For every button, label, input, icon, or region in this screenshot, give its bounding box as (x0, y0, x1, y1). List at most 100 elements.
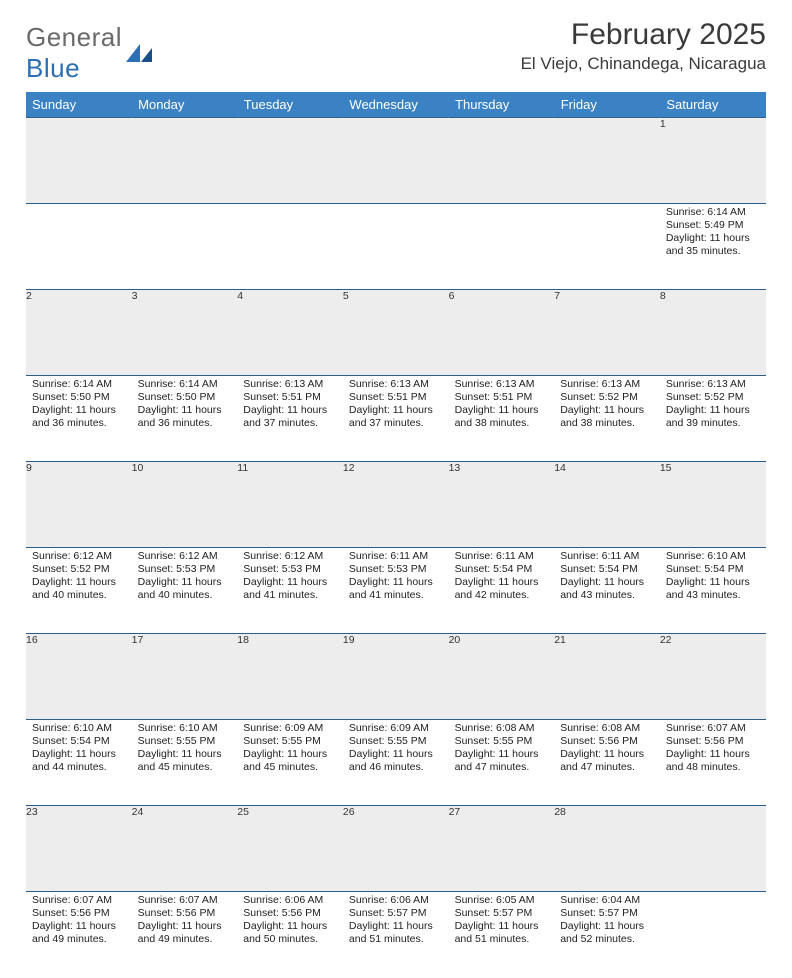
weekday-header: Friday (554, 92, 660, 118)
daylight-text: Daylight: 11 hours and 49 minutes. (32, 920, 126, 946)
day-cell: Sunrise: 6:07 AMSunset: 5:56 PMDaylight:… (26, 892, 132, 978)
sunset-text: Sunset: 5:56 PM (243, 907, 337, 920)
day-cell: Sunrise: 6:11 AMSunset: 5:53 PMDaylight:… (343, 548, 449, 634)
sunrise-text: Sunrise: 6:09 AM (349, 722, 443, 735)
week-row: Sunrise: 6:14 AMSunset: 5:49 PMDaylight:… (26, 204, 766, 290)
day-number-cell (449, 118, 555, 204)
day-number-cell: 8 (660, 290, 766, 376)
day-number-cell (554, 118, 660, 204)
sunset-text: Sunset: 5:51 PM (349, 391, 443, 404)
day-number-cell: 16 (26, 634, 132, 720)
sunrise-text: Sunrise: 6:10 AM (138, 722, 232, 735)
day-cell-body: Sunrise: 6:06 AMSunset: 5:56 PMDaylight:… (237, 892, 343, 951)
week-row: Sunrise: 6:10 AMSunset: 5:54 PMDaylight:… (26, 720, 766, 806)
sunrise-text: Sunrise: 6:11 AM (455, 550, 549, 563)
day-cell: Sunrise: 6:06 AMSunset: 5:57 PMDaylight:… (343, 892, 449, 978)
daylight-text: Daylight: 11 hours and 51 minutes. (455, 920, 549, 946)
daylight-text: Daylight: 11 hours and 42 minutes. (455, 576, 549, 602)
day-cell: Sunrise: 6:13 AMSunset: 5:51 PMDaylight:… (343, 376, 449, 462)
sunrise-text: Sunrise: 6:12 AM (243, 550, 337, 563)
sunrise-text: Sunrise: 6:14 AM (666, 206, 760, 219)
day-cell: Sunrise: 6:14 AMSunset: 5:50 PMDaylight:… (26, 376, 132, 462)
sunset-text: Sunset: 5:55 PM (455, 735, 549, 748)
day-number-cell: 1 (660, 118, 766, 204)
weekday-header-row: Sunday Monday Tuesday Wednesday Thursday… (26, 92, 766, 118)
day-cell-body: Sunrise: 6:06 AMSunset: 5:57 PMDaylight:… (343, 892, 449, 951)
weekday-header: Tuesday (237, 92, 343, 118)
sunset-text: Sunset: 5:56 PM (666, 735, 760, 748)
day-cell: Sunrise: 6:14 AMSunset: 5:50 PMDaylight:… (132, 376, 238, 462)
sunrise-text: Sunrise: 6:09 AM (243, 722, 337, 735)
weekday-header: Monday (132, 92, 238, 118)
day-cell: Sunrise: 6:12 AMSunset: 5:52 PMDaylight:… (26, 548, 132, 634)
day-cell: Sunrise: 6:05 AMSunset: 5:57 PMDaylight:… (449, 892, 555, 978)
day-cell-body: Sunrise: 6:07 AMSunset: 5:56 PMDaylight:… (26, 892, 132, 951)
sunrise-text: Sunrise: 6:08 AM (455, 722, 549, 735)
day-cell: Sunrise: 6:09 AMSunset: 5:55 PMDaylight:… (343, 720, 449, 806)
day-cell-body: Sunrise: 6:08 AMSunset: 5:56 PMDaylight:… (554, 720, 660, 779)
day-number-cell: 18 (237, 634, 343, 720)
day-number-cell: 10 (132, 462, 238, 548)
day-number-row: 1 (26, 118, 766, 204)
day-cell-body: Sunrise: 6:13 AMSunset: 5:52 PMDaylight:… (554, 376, 660, 435)
daylight-text: Daylight: 11 hours and 41 minutes. (349, 576, 443, 602)
day-cell: Sunrise: 6:13 AMSunset: 5:51 PMDaylight:… (449, 376, 555, 462)
sunset-text: Sunset: 5:54 PM (455, 563, 549, 576)
sunrise-text: Sunrise: 6:12 AM (32, 550, 126, 563)
day-cell-body: Sunrise: 6:11 AMSunset: 5:54 PMDaylight:… (449, 548, 555, 607)
daylight-text: Daylight: 11 hours and 45 minutes. (243, 748, 337, 774)
location-subtitle: El Viejo, Chinandega, Nicaragua (521, 54, 766, 74)
daylight-text: Daylight: 11 hours and 38 minutes. (560, 404, 654, 430)
week-row: Sunrise: 6:07 AMSunset: 5:56 PMDaylight:… (26, 892, 766, 978)
sunset-text: Sunset: 5:52 PM (32, 563, 126, 576)
week-row: Sunrise: 6:12 AMSunset: 5:52 PMDaylight:… (26, 548, 766, 634)
day-number-row: 16171819202122 (26, 634, 766, 720)
day-number-row: 9101112131415 (26, 462, 766, 548)
sunset-text: Sunset: 5:54 PM (32, 735, 126, 748)
weekday-header: Sunday (26, 92, 132, 118)
daylight-text: Daylight: 11 hours and 37 minutes. (243, 404, 337, 430)
sunrise-text: Sunrise: 6:08 AM (560, 722, 654, 735)
sunset-text: Sunset: 5:56 PM (32, 907, 126, 920)
day-number-cell: 13 (449, 462, 555, 548)
day-cell: Sunrise: 6:13 AMSunset: 5:51 PMDaylight:… (237, 376, 343, 462)
sunset-text: Sunset: 5:57 PM (560, 907, 654, 920)
daylight-text: Daylight: 11 hours and 39 minutes. (666, 404, 760, 430)
logo-word2: Blue (26, 53, 80, 83)
sunrise-text: Sunrise: 6:11 AM (560, 550, 654, 563)
sunset-text: Sunset: 5:52 PM (666, 391, 760, 404)
daylight-text: Daylight: 11 hours and 44 minutes. (32, 748, 126, 774)
day-number-cell: 5 (343, 290, 449, 376)
day-cell: Sunrise: 6:12 AMSunset: 5:53 PMDaylight:… (237, 548, 343, 634)
day-cell-body: Sunrise: 6:09 AMSunset: 5:55 PMDaylight:… (237, 720, 343, 779)
sunset-text: Sunset: 5:53 PM (138, 563, 232, 576)
daylight-text: Daylight: 11 hours and 43 minutes. (560, 576, 654, 602)
day-number-cell (660, 806, 766, 892)
day-number-cell: 4 (237, 290, 343, 376)
day-number-row: 2345678 (26, 290, 766, 376)
sunrise-text: Sunrise: 6:07 AM (666, 722, 760, 735)
day-number-cell: 7 (554, 290, 660, 376)
day-number-cell: 21 (554, 634, 660, 720)
day-cell-body: Sunrise: 6:05 AMSunset: 5:57 PMDaylight:… (449, 892, 555, 951)
day-cell-body: Sunrise: 6:04 AMSunset: 5:57 PMDaylight:… (554, 892, 660, 951)
daylight-text: Daylight: 11 hours and 41 minutes. (243, 576, 337, 602)
day-cell-body: Sunrise: 6:14 AMSunset: 5:50 PMDaylight:… (26, 376, 132, 435)
sunset-text: Sunset: 5:53 PM (349, 563, 443, 576)
daylight-text: Daylight: 11 hours and 52 minutes. (560, 920, 654, 946)
sunset-text: Sunset: 5:54 PM (560, 563, 654, 576)
day-number-cell (26, 118, 132, 204)
day-number-cell: 23 (26, 806, 132, 892)
day-cell: Sunrise: 6:07 AMSunset: 5:56 PMDaylight:… (132, 892, 238, 978)
day-cell: Sunrise: 6:08 AMSunset: 5:56 PMDaylight:… (554, 720, 660, 806)
day-number-cell: 25 (237, 806, 343, 892)
daylight-text: Daylight: 11 hours and 51 minutes. (349, 920, 443, 946)
daylight-text: Daylight: 11 hours and 36 minutes. (138, 404, 232, 430)
day-number-cell: 22 (660, 634, 766, 720)
sunrise-text: Sunrise: 6:10 AM (32, 722, 126, 735)
day-cell-body: Sunrise: 6:09 AMSunset: 5:55 PMDaylight:… (343, 720, 449, 779)
day-cell-body: Sunrise: 6:10 AMSunset: 5:54 PMDaylight:… (660, 548, 766, 607)
sunset-text: Sunset: 5:51 PM (455, 391, 549, 404)
day-cell-body: Sunrise: 6:13 AMSunset: 5:51 PMDaylight:… (449, 376, 555, 435)
daylight-text: Daylight: 11 hours and 38 minutes. (455, 404, 549, 430)
